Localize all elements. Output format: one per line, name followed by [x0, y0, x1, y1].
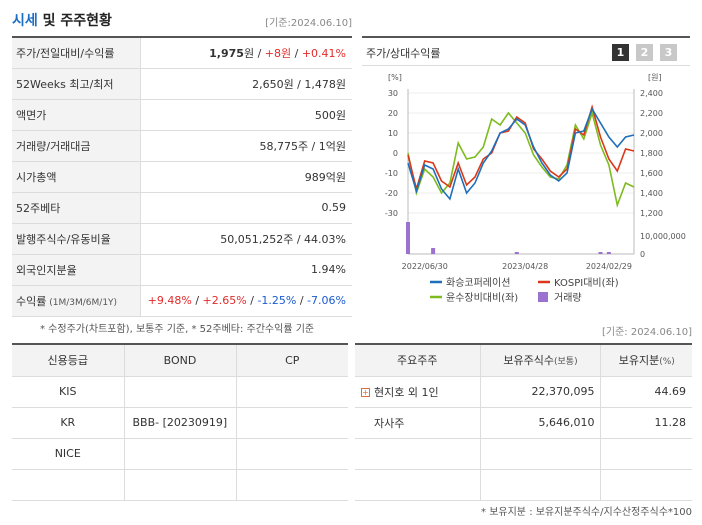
- credit-rating-table: 신용등급 BOND CP KIS KR BBB- [20230919] NICE: [12, 343, 348, 501]
- volume-bar: [431, 248, 436, 254]
- volume-bar: [606, 252, 611, 254]
- y-left-tick-label: 10: [388, 129, 398, 138]
- legend-label: KOSPI대비(좌): [554, 277, 619, 289]
- y-left-tick-label: -10: [385, 169, 398, 178]
- table-row: 발행주식수/유동비율 50,051,252주 / 44.03%: [12, 223, 352, 255]
- current-price: 1,975: [209, 46, 244, 60]
- x-tick-label: 2022/06/30: [402, 262, 448, 271]
- series-line-2: [407, 104, 635, 193]
- holder-name: 자사주: [355, 407, 481, 439]
- table-row: 시가총액 989억원: [12, 161, 352, 193]
- table-row: 52Weeks 최고/최저 2,650원 / 1,478원: [12, 68, 352, 100]
- holder-name: 현지호 외 1인: [374, 385, 439, 399]
- table-row: 외국인지분율 1.94%: [12, 254, 352, 286]
- volume-tick-label: 10,000,000: [640, 232, 686, 241]
- y-left-tick-label: 30: [388, 89, 398, 98]
- y-left-tick-label: 0: [393, 149, 398, 158]
- expand-plus-icon[interactable]: +: [361, 388, 370, 397]
- y-right-tick-label: 2,400: [640, 89, 663, 98]
- table-header-row: 주요주주 보유주식수(보통) 보유지분(%): [355, 344, 692, 377]
- price-table: 주가/전일대비/수익률 1,975원 / +8원 / +0.41% 52Week…: [12, 36, 352, 317]
- table-row: [355, 469, 692, 501]
- volume-bar: [598, 252, 603, 254]
- y-left-tick-label: -20: [385, 189, 398, 198]
- legend-label: 거래량: [554, 292, 582, 304]
- table-row: 자사주 5,646,010 11.28: [355, 407, 692, 439]
- row-label: 주가/전일대비/수익률: [12, 37, 141, 69]
- x-tick-label: 2024/02/29: [586, 262, 632, 271]
- table-row: [12, 469, 348, 501]
- price-return: +0.41%: [301, 46, 346, 60]
- table-row: 액면가 500원: [12, 99, 352, 131]
- table-row: + 현지호 외 1인 22,370,095 44.69: [355, 376, 692, 408]
- shareholder-table: 주요주주 보유주식수(보통) 보유지분(%) + 현지호 외 1인 22,370,…: [355, 343, 692, 501]
- chart-page-2-button[interactable]: 2: [636, 44, 653, 61]
- chart-page-1-button[interactable]: 1: [612, 44, 629, 61]
- y-right-tick-label: 1,400: [640, 189, 663, 198]
- price-change: +8원: [264, 46, 292, 60]
- x-tick-label: 2023/04/28: [502, 262, 548, 271]
- reference-date: [기준:2024.06.10]: [265, 18, 352, 29]
- legend-label: 화승코퍼레이션: [446, 277, 510, 289]
- y-right-tick-label: 1,600: [640, 169, 663, 178]
- table-row: 주가/전일대비/수익률 1,975원 / +8원 / +0.41%: [12, 37, 352, 69]
- table-row: 수익률 (1M/3M/6M/1Y) +9.48% / +2.65% / -1.2…: [12, 285, 352, 317]
- y-left-tick-label: 20: [388, 109, 398, 118]
- reference-date-2: [기준: 2024.06.10]: [601, 327, 692, 338]
- y-right-unit: [원]: [648, 73, 662, 82]
- series-line-3: [407, 110, 635, 208]
- y-left-tick-label: -30: [385, 209, 398, 218]
- price-footnote: * 수정주가(차트포함), 보통주 기준, * 52주베타: 주간수익률 기준: [40, 324, 315, 335]
- chart-header: 주가/상대수익률 1 2 3: [362, 36, 690, 66]
- relative-return-chart: [%] [원] 30 20 10 0 -10 -20 -30 2,400 2,200 2,000 1,8…: [385, 73, 686, 304]
- table-row: KR BBB- [20230919]: [12, 407, 348, 439]
- table-row: [355, 438, 692, 470]
- y-right-tick-label: 1,200: [640, 209, 663, 218]
- series-line-1: [407, 107, 635, 201]
- y-left-unit: [%]: [388, 73, 402, 82]
- table-row: 거래량/거래대금 58,775주 / 1억원: [12, 130, 352, 162]
- chart-title: 주가/상대수익률: [366, 47, 441, 60]
- legend-swatch: [538, 292, 548, 302]
- volume-tick-label: 0: [640, 250, 645, 259]
- table-row: NICE: [12, 438, 348, 470]
- volume-bar: [406, 222, 410, 254]
- chart-page-3-button[interactable]: 3: [660, 44, 677, 61]
- table-row: 52주베타 0.59: [12, 192, 352, 224]
- table-header-row: 신용등급 BOND CP: [12, 344, 348, 377]
- holders-footnote: * 보유지분 : 보유지분주식수/지수산정주식수*100: [481, 507, 692, 518]
- y-right-tick-label: 1,800: [640, 149, 663, 158]
- legend-label: 윤수장비대비(좌): [446, 292, 518, 304]
- table-row: KIS: [12, 376, 348, 408]
- volume-bar: [514, 252, 519, 254]
- page-title: 시세 및 주주현황: [12, 13, 112, 29]
- y-right-tick-label: 2,200: [640, 109, 663, 118]
- y-right-tick-label: 2,000: [640, 129, 663, 138]
